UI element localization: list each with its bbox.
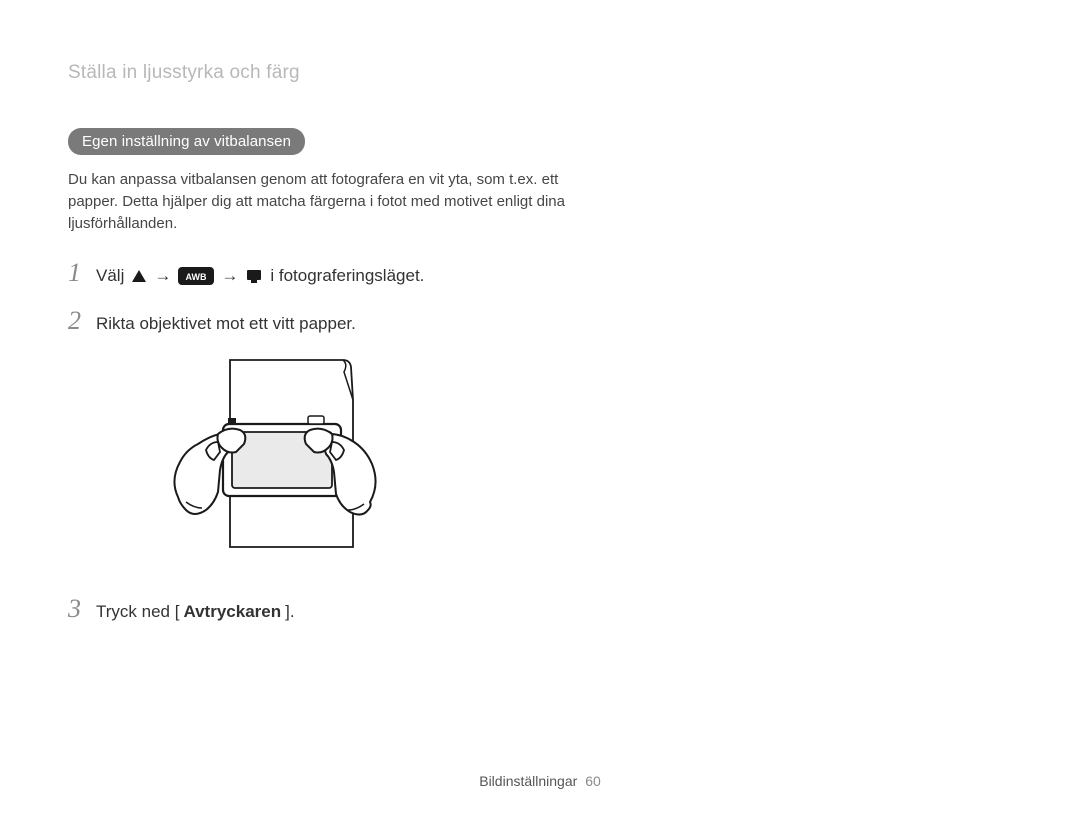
section-description: Du kan anpassa vitbalansen genom att fot… [68, 169, 608, 234]
page-footer: Bildinställningar 60 [0, 773, 1080, 789]
step-1: 1 Välj → AWB → i foto [68, 258, 1012, 288]
step-1-suffix: i fotograferingsläget. [270, 266, 424, 286]
up-triangle-icon [131, 269, 147, 283]
section-pill: Egen inställning av vitbalansen [68, 128, 305, 155]
awb-icon: AWB [178, 267, 214, 285]
footer-page-number: 60 [585, 773, 601, 789]
camera-illustration [158, 352, 1012, 572]
step-3-suffix: ]. [285, 602, 294, 622]
step-3-prefix: Tryck ned [ [96, 602, 179, 622]
step-number: 1 [68, 258, 96, 288]
step-text: Rikta objektivet mot ett vitt papper. [96, 314, 356, 334]
step-text: Tryck ned [Avtryckaren]. [96, 602, 295, 622]
step-text: Välj → AWB → i fotograferingsläg [96, 266, 424, 286]
footer-label: Bildinställningar [479, 773, 577, 789]
step-number: 3 [68, 594, 96, 624]
step-3: 3 Tryck ned [Avtryckaren]. [68, 594, 1012, 624]
step-1-prefix: Välj [96, 266, 124, 286]
svg-text:AWB: AWB [186, 272, 207, 282]
step-2: 2 Rikta objektivet mot ett vitt papper. [68, 306, 1012, 336]
step-2-text: Rikta objektivet mot ett vitt papper. [96, 314, 356, 334]
arrow-icon: → [154, 266, 171, 286]
measure-icon [245, 268, 263, 284]
arrow-icon: → [221, 266, 238, 286]
step-number: 2 [68, 306, 96, 336]
step-3-bold: Avtryckaren [183, 602, 281, 622]
page-header: Ställa in ljusstyrka och färg [68, 62, 1012, 84]
